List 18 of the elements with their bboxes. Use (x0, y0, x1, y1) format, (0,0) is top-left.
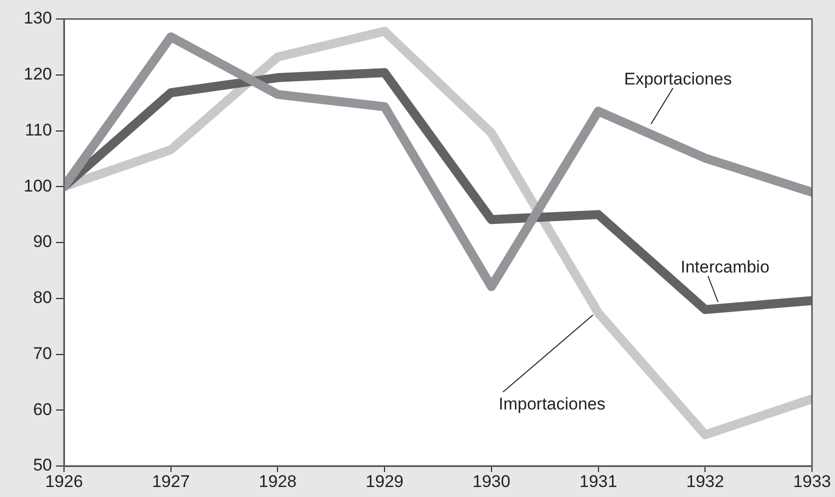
y-tick-label: 100 (24, 176, 52, 196)
y-tick-label: 80 (33, 288, 52, 308)
series-label: Intercambio (680, 258, 770, 277)
x-tick-label: 1929 (366, 472, 404, 491)
y-tick-label: 120 (24, 64, 52, 84)
x-tick-label: 1931 (579, 472, 618, 491)
y-tick-label: 70 (33, 344, 52, 363)
x-tick-label: 1927 (152, 472, 190, 491)
y-tick-label: 60 (33, 400, 52, 419)
y-tick-label: 90 (33, 232, 52, 252)
x-tick-label: 1928 (258, 472, 297, 491)
x-tick-label: 1930 (472, 472, 510, 491)
text: Importaciones (498, 394, 606, 414)
y-tick-label: 130 (24, 8, 52, 28)
x-tick-label: 1932 (686, 472, 724, 491)
y-tick-label: 110 (24, 120, 52, 140)
x-tick-label: 1933 (793, 472, 831, 491)
series-label: Exportaciones (624, 70, 732, 89)
